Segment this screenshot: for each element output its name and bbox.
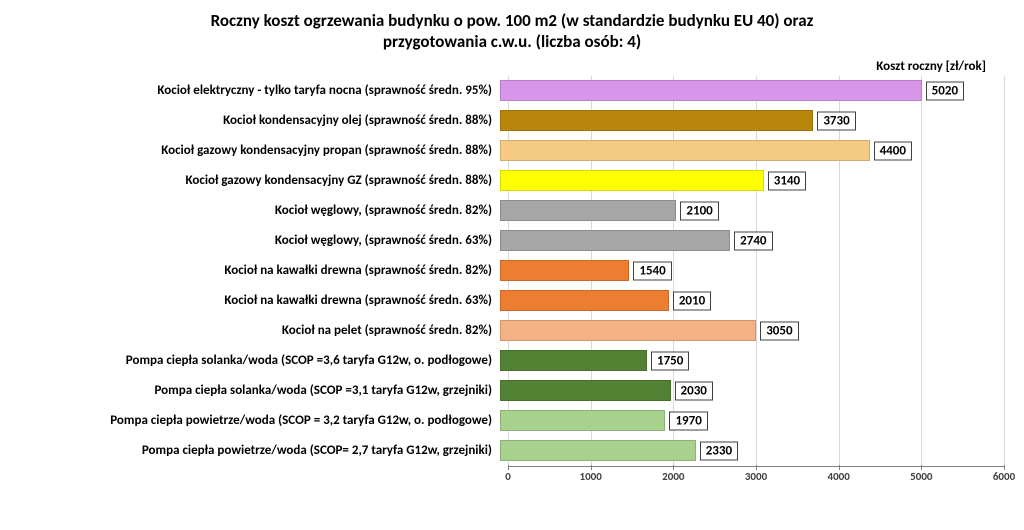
value-label: 2100 xyxy=(680,201,718,220)
category-label: Kocioł kondensacyjny olej (sprawność śre… xyxy=(30,113,500,128)
chart-row: Kocioł węglowy, (sprawność średn. 82%) 21… xyxy=(30,196,1004,226)
category-label: Kocioł na pelet (sprawność średn. 82%) xyxy=(30,323,500,338)
bar-track: 3140 xyxy=(500,166,1004,196)
bar-track: 2010 xyxy=(500,286,1004,316)
bar xyxy=(500,230,730,251)
bar-track: 1540 xyxy=(500,256,1004,286)
category-label: Kocioł gazowy kondensacyjny propan (spra… xyxy=(30,143,500,158)
category-label: Pompa ciepła powietrze/woda (SCOP = 3,2 … xyxy=(30,413,500,428)
value-label: 5020 xyxy=(926,81,964,100)
chart-title: Roczny koszt ogrzewania budynku o pow. 1… xyxy=(102,10,922,53)
category-label: Pompa ciepła solanka/woda (SCOP =3,1 tar… xyxy=(30,383,500,398)
chart-row: Kocioł na kawałki drewna (sprawność śred… xyxy=(30,256,1004,286)
x-tick-label: 0 xyxy=(505,470,511,483)
bar xyxy=(500,260,629,281)
x-tick-label: 1000 xyxy=(580,470,602,483)
chart-row: Kocioł gazowy kondensacyjny propan (spra… xyxy=(30,136,1004,166)
category-label: Kocioł na kawałki drewna (sprawność śred… xyxy=(30,263,500,278)
bar xyxy=(500,320,756,341)
category-label: Kocioł węglowy, (sprawność średn. 82%) xyxy=(30,203,500,218)
chart-row: Kocioł elektryczny - tylko taryfa nocna … xyxy=(30,76,1004,106)
value-label: 3730 xyxy=(817,111,855,130)
bar xyxy=(500,350,647,371)
bar-track: 2330 xyxy=(500,436,1004,466)
chart-row: Pompa ciepła solanka/woda (SCOP =3,6 tar… xyxy=(30,346,1004,376)
bar-track: 2030 xyxy=(500,376,1004,406)
chart-row: Pompa ciepła powietrze/woda (SCOP= 2,7 t… xyxy=(30,436,1004,466)
bar xyxy=(500,440,696,461)
category-label: Kocioł na kawałki drewna (sprawność śred… xyxy=(30,293,500,308)
category-label: Pompa ciepła powietrze/woda (SCOP= 2,7 t… xyxy=(30,443,500,458)
x-tick-label: 6000 xyxy=(993,470,1015,483)
chart-title-line2: przygotowania c.w.u. (liczba osób: 4) xyxy=(383,31,641,52)
bar-track: 1750 xyxy=(500,346,1004,376)
category-label: Kocioł gazowy kondensacyjny GZ (sprawnoś… xyxy=(30,173,500,188)
bar-chart: Kocioł elektryczny - tylko taryfa nocna … xyxy=(30,76,1004,486)
category-label: Kocioł węglowy, (sprawność średn. 63%) xyxy=(30,233,500,248)
chart-row: Pompa ciepła solanka/woda (SCOP =3,1 tar… xyxy=(30,376,1004,406)
bar xyxy=(500,80,922,101)
value-label: 2010 xyxy=(673,291,711,310)
bar xyxy=(500,410,665,431)
value-label: 2030 xyxy=(675,381,713,400)
chart-row: Kocioł gazowy kondensacyjny GZ (sprawnoś… xyxy=(30,166,1004,196)
bar-track: 1970 xyxy=(500,406,1004,436)
value-label: 4400 xyxy=(874,141,912,160)
chart-row: Kocioł kondensacyjny olej (sprawność śre… xyxy=(30,106,1004,136)
bar xyxy=(500,200,676,221)
x-tick-label: 2000 xyxy=(662,470,684,483)
chart-row: Kocioł na pelet (sprawność średn. 82%) 30… xyxy=(30,316,1004,346)
bar xyxy=(500,140,870,161)
bar-track: 3730 xyxy=(500,106,1004,136)
bar xyxy=(500,170,764,191)
bar-track: 4400 xyxy=(500,136,1004,166)
x-axis: 0100020003000400050006000 xyxy=(508,466,1004,486)
value-label: 1750 xyxy=(651,351,689,370)
value-label: 2330 xyxy=(700,441,738,460)
category-label: Pompa ciepła solanka/woda (SCOP =3,6 tar… xyxy=(30,353,500,368)
chart-rows: Kocioł elektryczny - tylko taryfa nocna … xyxy=(30,76,1004,466)
bar-track: 2740 xyxy=(500,226,1004,256)
value-label: 3050 xyxy=(760,321,798,340)
bar xyxy=(500,380,671,401)
x-tick-label: 5000 xyxy=(910,470,932,483)
chart-row: Kocioł węglowy, (sprawność średn. 63%) 27… xyxy=(30,226,1004,256)
chart-row: Kocioł na kawałki drewna (sprawność śred… xyxy=(30,286,1004,316)
x-tick-label: 4000 xyxy=(828,470,850,483)
value-label: 2740 xyxy=(734,231,772,250)
value-label: 1540 xyxy=(633,261,671,280)
bar-track: 2100 xyxy=(500,196,1004,226)
value-label: 1970 xyxy=(669,411,707,430)
bar-track: 5020 xyxy=(500,76,1004,106)
category-label: Kocioł elektryczny - tylko taryfa nocna … xyxy=(30,83,500,98)
chart-row: Pompa ciepła powietrze/woda (SCOP = 3,2 … xyxy=(30,406,1004,436)
x-tick-label: 3000 xyxy=(745,470,767,483)
bar-track: 3050 xyxy=(500,316,1004,346)
gridline xyxy=(1004,76,1005,466)
y-axis-unit-label: Koszt roczny [zł/rok] xyxy=(20,59,986,74)
chart-title-line1: Roczny koszt ogrzewania budynku o pow. 1… xyxy=(211,10,814,31)
bar xyxy=(500,110,813,131)
value-label: 3140 xyxy=(768,171,806,190)
bar xyxy=(500,290,669,311)
